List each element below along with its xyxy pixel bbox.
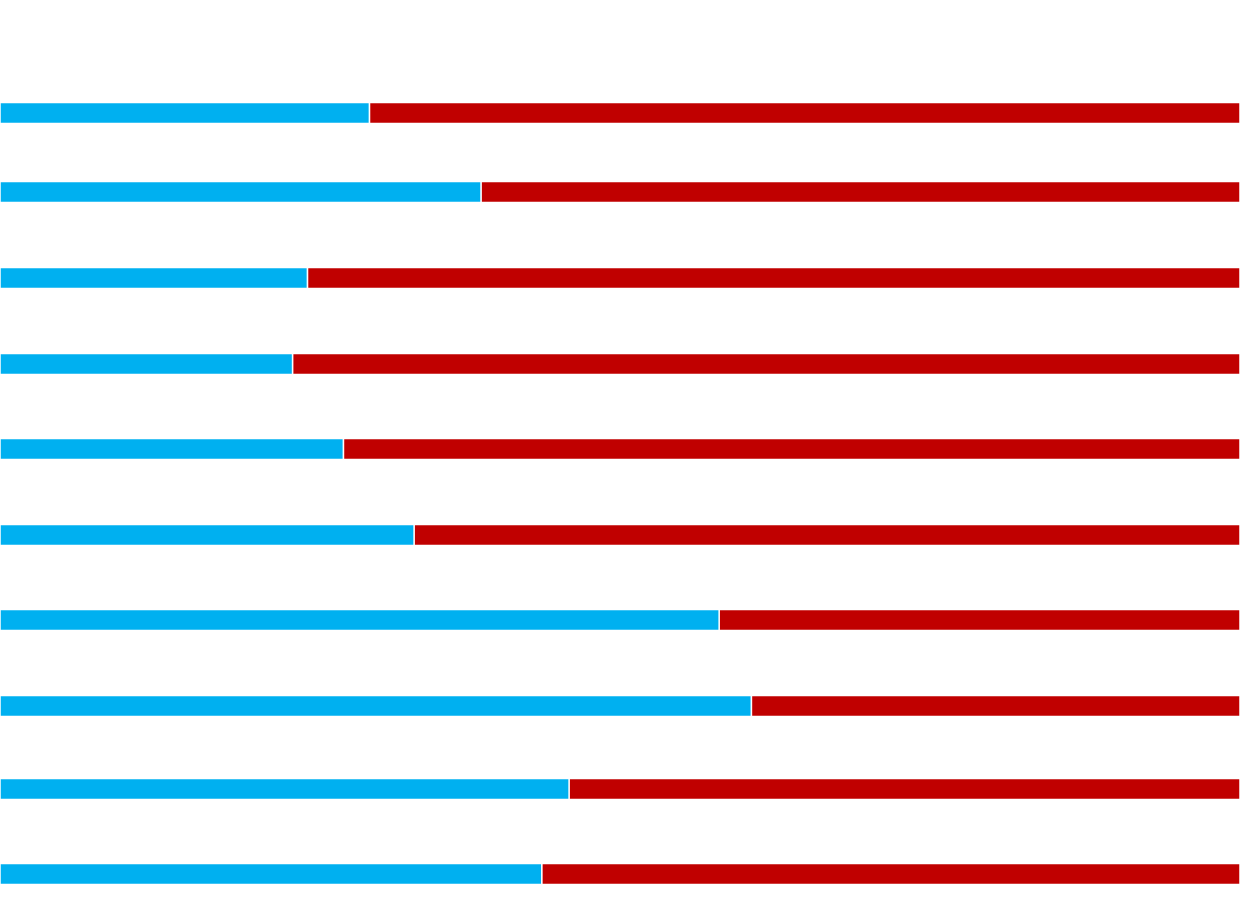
bar-segment-series-1-row-5 [0, 437, 345, 461]
bar-segment-series-2-row-4 [291, 352, 1240, 376]
bar-segment-series-2-row-9 [568, 777, 1240, 801]
bar-segment-series-2-row-6 [413, 523, 1240, 547]
bar-segment-series-1-row-2 [0, 180, 482, 204]
bar-row-10 [0, 862, 1240, 886]
bar-row-9 [0, 777, 1240, 801]
bar-segment-series-1-row-9 [0, 777, 570, 801]
bar-segment-series-2-row-1 [368, 101, 1240, 125]
bar-row-3 [0, 266, 1240, 290]
bar-segment-series-2-row-5 [342, 437, 1240, 461]
bar-segment-series-2-row-7 [718, 608, 1240, 632]
bar-segment-series-2-row-2 [480, 180, 1240, 204]
bar-segment-series-1-row-1 [0, 101, 371, 125]
bar-segment-series-1-row-7 [0, 608, 720, 632]
bar-segment-series-1-row-4 [0, 352, 294, 376]
bar-segment-series-2-row-3 [306, 266, 1240, 290]
bar-segment-series-2-row-8 [750, 694, 1240, 718]
bar-row-2 [0, 180, 1240, 204]
bar-segment-series-1-row-8 [0, 694, 753, 718]
bar-row-5 [0, 437, 1240, 461]
bar-segment-series-1-row-6 [0, 523, 415, 547]
bar-row-7 [0, 608, 1240, 632]
bar-row-4 [0, 352, 1240, 376]
bar-row-8 [0, 694, 1240, 718]
bar-segment-series-2-row-10 [541, 862, 1240, 886]
bar-row-6 [0, 523, 1240, 547]
bar-segment-series-1-row-10 [0, 862, 543, 886]
bar-row-1 [0, 101, 1240, 125]
bar-segment-series-1-row-3 [0, 266, 309, 290]
